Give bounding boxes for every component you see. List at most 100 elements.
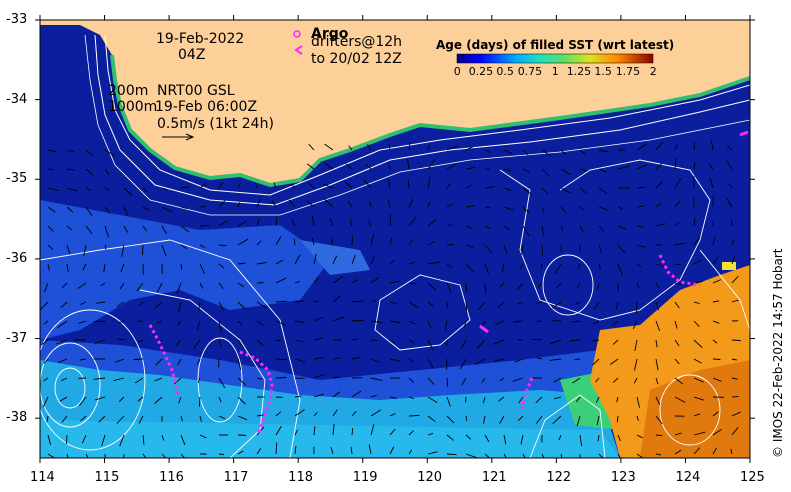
current-arrow	[446, 282, 452, 293]
current-arrow	[104, 206, 111, 214]
current-arrow	[66, 263, 69, 273]
current-arrow	[655, 377, 659, 385]
current-arrow	[293, 238, 296, 246]
current-arrow	[291, 218, 296, 227]
current-arrow	[294, 358, 306, 363]
current-arrow	[552, 301, 562, 309]
current-arrow	[575, 301, 581, 305]
current-arrow	[610, 358, 619, 365]
current-arrow	[427, 415, 436, 423]
current-arrow	[517, 282, 524, 290]
current-arrow	[275, 236, 282, 246]
current-arrow	[503, 244, 508, 254]
current-arrow	[522, 149, 529, 156]
current-arrow	[503, 206, 514, 211]
current-arrow	[161, 206, 173, 213]
current-arrow	[474, 358, 486, 365]
current-arrow	[123, 453, 125, 458]
current-arrow	[465, 167, 476, 170]
current-arrow	[728, 183, 733, 189]
eddy-contour	[374, 274, 471, 351]
current-arrow	[549, 358, 562, 361]
current-arrow	[598, 168, 607, 173]
current-arrow	[370, 424, 375, 436]
current-arrow	[693, 377, 704, 383]
current-arrow	[632, 320, 638, 330]
current-arrow	[427, 320, 432, 328]
current-arrow	[348, 145, 353, 151]
current-arrow	[218, 320, 222, 333]
current-arrow	[256, 339, 264, 346]
current-arrow	[693, 413, 701, 417]
current-arrow	[446, 224, 453, 227]
current-arrow	[598, 244, 602, 253]
current-arrow	[117, 338, 125, 341]
current-arrow	[636, 186, 645, 189]
current-arrow	[408, 449, 413, 455]
current-arrow	[446, 244, 455, 246]
current-arrow	[237, 238, 249, 246]
product-label: NRT00 GSL	[157, 83, 235, 99]
current-arrow	[494, 320, 505, 326]
current-arrow	[61, 282, 68, 289]
current-arrow	[463, 320, 467, 327]
current-arrow	[324, 198, 334, 208]
current-arrow	[408, 141, 411, 151]
current-arrow	[617, 434, 621, 441]
current-arrow	[345, 163, 353, 170]
current-arrow	[389, 237, 393, 246]
current-arrow	[332, 295, 341, 303]
current-arrow	[237, 320, 243, 326]
current-arrow	[323, 183, 334, 189]
current-arrow	[256, 320, 264, 326]
current-arrow	[554, 396, 562, 400]
current-arrow	[85, 225, 93, 235]
current-arrow	[693, 431, 706, 436]
current-arrow	[368, 444, 372, 455]
current-arrow	[427, 159, 436, 170]
current-arrow	[693, 339, 703, 349]
current-arrow	[560, 225, 564, 232]
current-arrow	[493, 358, 505, 362]
current-arrow	[541, 187, 549, 194]
current-arrow	[370, 299, 377, 303]
current-arrow	[446, 453, 457, 456]
current-arrow	[193, 339, 201, 349]
current-arrow	[597, 434, 600, 442]
current-arrow	[617, 244, 626, 254]
current-arrow	[180, 263, 183, 270]
current-arrow	[446, 203, 454, 208]
current-arrow	[66, 187, 78, 192]
current-arrow	[408, 239, 413, 246]
age-yellow-speck	[722, 262, 736, 270]
current-arrow	[123, 187, 133, 196]
current-arrow	[712, 447, 717, 455]
current-arrow	[634, 339, 638, 351]
current-arrow	[138, 339, 144, 343]
current-arrow	[709, 177, 714, 189]
current-arrow	[351, 255, 356, 265]
current-arrow	[674, 242, 685, 246]
current-arrow	[290, 183, 296, 189]
current-arrow	[517, 339, 524, 341]
current-arrow	[77, 282, 87, 289]
current-arrow	[408, 339, 415, 344]
current-arrow	[427, 396, 438, 403]
current-arrow	[617, 206, 623, 210]
current-arrow	[492, 339, 505, 345]
current-arrow	[575, 396, 581, 403]
current-arrow	[294, 429, 299, 436]
current-arrow	[323, 162, 334, 170]
current-arrow	[199, 263, 205, 274]
current-arrow	[83, 244, 87, 256]
current-arrow	[731, 239, 735, 246]
current-arrow	[503, 225, 511, 231]
current-arrow	[499, 282, 505, 288]
current-arrow	[598, 149, 610, 153]
current-arrow	[446, 145, 459, 151]
current-arrow	[674, 432, 682, 436]
current-arrow	[693, 301, 700, 304]
current-arrow	[502, 263, 505, 272]
current-arrow	[674, 200, 681, 208]
current-arrow	[636, 263, 642, 268]
